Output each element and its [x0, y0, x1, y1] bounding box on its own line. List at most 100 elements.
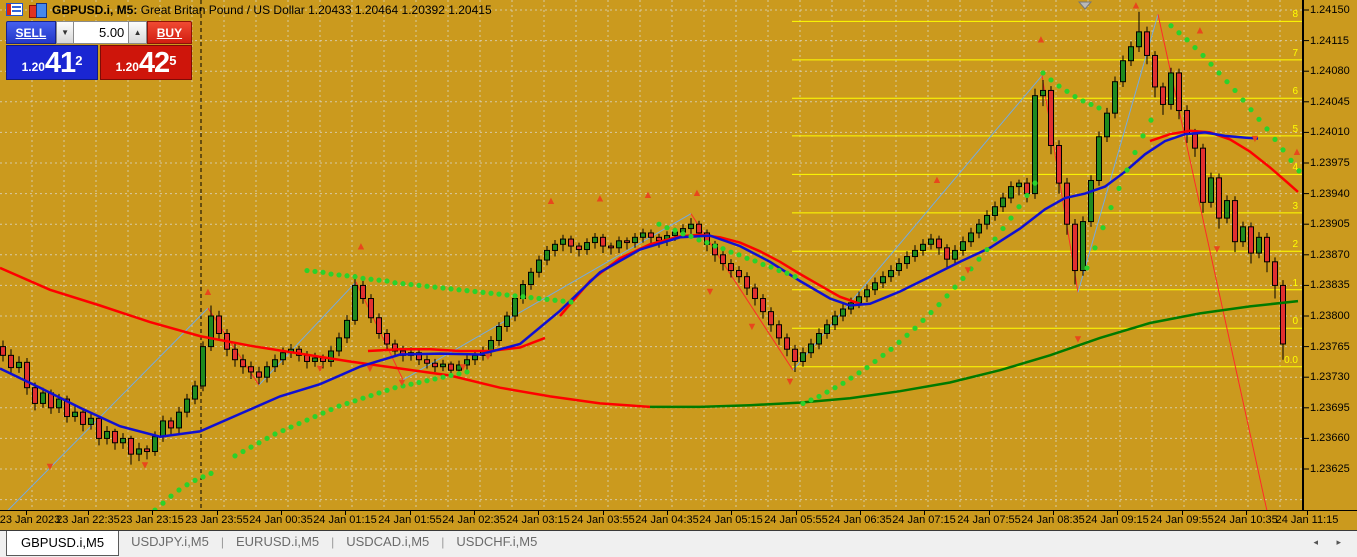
sar-dot-below [280, 427, 286, 434]
up-arrow-signal: ▲ [932, 174, 943, 186]
sar-dot-below [320, 410, 326, 416]
candle-bull [160, 420, 166, 438]
sar-dot-below [296, 420, 302, 427]
time-tick [474, 511, 475, 515]
up-arrow-signal: ▲ [595, 192, 606, 204]
sar-dot-below [400, 383, 406, 389]
sell-price-display[interactable]: 1.20 41 2 [6, 45, 98, 80]
sar-dot-above [792, 274, 798, 280]
tab-separator: | [441, 535, 445, 549]
tab-usdcad[interactable]: USDCAD.i,M5 [346, 534, 430, 549]
sar-dot-above [1264, 126, 1270, 132]
sar-dot-above [752, 258, 758, 264]
sell-button[interactable]: SELL [6, 21, 56, 44]
price-label: 1.24010 [1310, 126, 1350, 139]
time-label: 24 Jan 11:15 [1275, 514, 1339, 526]
candle-bear [696, 223, 702, 234]
candle-bear [216, 315, 222, 334]
price-label: 1.23625 [1310, 463, 1350, 475]
tab-usdchf[interactable]: USDCHF.i,M5 [456, 534, 538, 549]
candle-bear [784, 337, 790, 350]
sar-dot-above [1280, 147, 1286, 153]
tab-usdjpy[interactable]: USDJPY.i,M5 [131, 534, 209, 549]
chart-window-icon[interactable] [29, 3, 47, 18]
sar-dot-below [1016, 204, 1022, 210]
volume-input[interactable] [74, 21, 129, 44]
sar-dot-below [936, 302, 942, 308]
sar-dot-above [440, 285, 446, 291]
volume-increase-button[interactable]: ▲ [128, 21, 147, 44]
price-label: 1.23730 [1310, 371, 1350, 384]
sar-dot-above [368, 276, 374, 282]
level-label-0.0: 0.0 [1284, 354, 1298, 366]
time-tick [731, 511, 732, 515]
sar-dot-below [328, 406, 334, 413]
sar-dot-below [992, 236, 998, 242]
candle-bull [688, 223, 694, 230]
sar-dot-below [344, 400, 350, 407]
down-arrow-signal: ▼ [458, 361, 469, 373]
sar-dot-above [392, 280, 398, 286]
zigzag-leg [1157, 14, 1268, 510]
level-label-2: 2 [1292, 239, 1298, 251]
candle-bull [552, 243, 558, 251]
chart-title: GBPUSD.i, M5: Great Britan Pound / US Do… [52, 3, 492, 17]
candle-bull [72, 411, 78, 418]
volume-decrease-button[interactable]: ▼ [55, 21, 75, 44]
sar-dot-above [360, 275, 366, 282]
down-arrow-signal: ▼ [1212, 243, 1223, 255]
sar-dot-above [696, 237, 702, 243]
sar-dot-above [520, 294, 526, 300]
sar-dot-below [800, 400, 806, 407]
time-tick [924, 511, 925, 515]
down-arrow-signal: ▼ [397, 377, 408, 389]
candle-bear [1176, 72, 1182, 112]
sar-dot-above [552, 297, 558, 303]
candle-bull [184, 398, 190, 413]
candle-bear [1272, 261, 1278, 286]
sar-dot-above [304, 267, 310, 274]
sar-dot-below [896, 339, 902, 345]
candle-bear [240, 359, 246, 368]
candle-bull [312, 357, 318, 362]
candle-bull [1096, 136, 1102, 181]
candle-bear [8, 354, 14, 369]
sar-dot-below [1084, 265, 1090, 271]
sar-dot-above [312, 268, 318, 275]
candle-bear [360, 284, 366, 300]
sar-dot-above [744, 255, 750, 261]
candle-bull [464, 359, 470, 366]
time-label: 24 Jan 10:35 [1214, 514, 1278, 526]
chart-region[interactable]: ▲ ▲ ▲ ▲ ▲ ▲ ▲ ▲ ▲ ▲ ▲ ▼ ▼ ▼ ▼ ▼ ▼ ▼ ▼ ▼ ▼ ▼ ▼ ▼ ▼ GBPUSD.i, M5: … [0, 0, 1357, 511]
candle-bear [792, 348, 798, 362]
tab-gbpusd[interactable]: GBPUSD.i,M5 [6, 531, 120, 556]
sar-dot-below [184, 482, 190, 488]
current-ohlc: 1.20433 1.20464 1.20392 1.20415 [308, 2, 492, 17]
candle-bull [1256, 236, 1262, 254]
sar-dot-above [1240, 97, 1246, 103]
buy-price-display[interactable]: 1.20 42 5 [100, 45, 192, 80]
sar-dot-above [728, 249, 734, 255]
price-label: 1.24045 [1310, 95, 1350, 108]
quotes-list-icon[interactable] [6, 3, 23, 16]
candle-bear [768, 311, 774, 326]
candle-bear [64, 398, 70, 418]
candle-bull [1208, 177, 1214, 203]
sar-dot-above [1256, 116, 1262, 122]
sar-dot-below [360, 395, 366, 401]
candle-bull [840, 308, 846, 317]
candle-bull [472, 354, 478, 361]
tab-scroll-arrows[interactable]: ◂ ▸ [1313, 537, 1349, 547]
tab-eurusd[interactable]: EURUSD.i,M5 [236, 534, 320, 549]
buy-button[interactable]: BUY [146, 21, 192, 44]
sar-dot-above [760, 261, 766, 268]
candle-bull [176, 411, 182, 429]
chart-canvas[interactable]: ▲ ▲ ▲ ▲ ▲ ▲ ▲ ▲ ▲ ▲ ▲ ▼ ▼ ▼ ▼ ▼ ▼ ▼ ▼ ▼ ▼ ▼ ▼ ▼ ▼ [0, 0, 1357, 510]
candle-bear [432, 362, 438, 368]
candle-bear [1264, 236, 1270, 263]
candle-bear [424, 359, 430, 364]
candle-bear [384, 332, 390, 345]
sell-price-sup: 2 [75, 53, 83, 68]
level-label-1: 1 [1292, 277, 1298, 289]
sar-dot-above [1200, 52, 1206, 59]
